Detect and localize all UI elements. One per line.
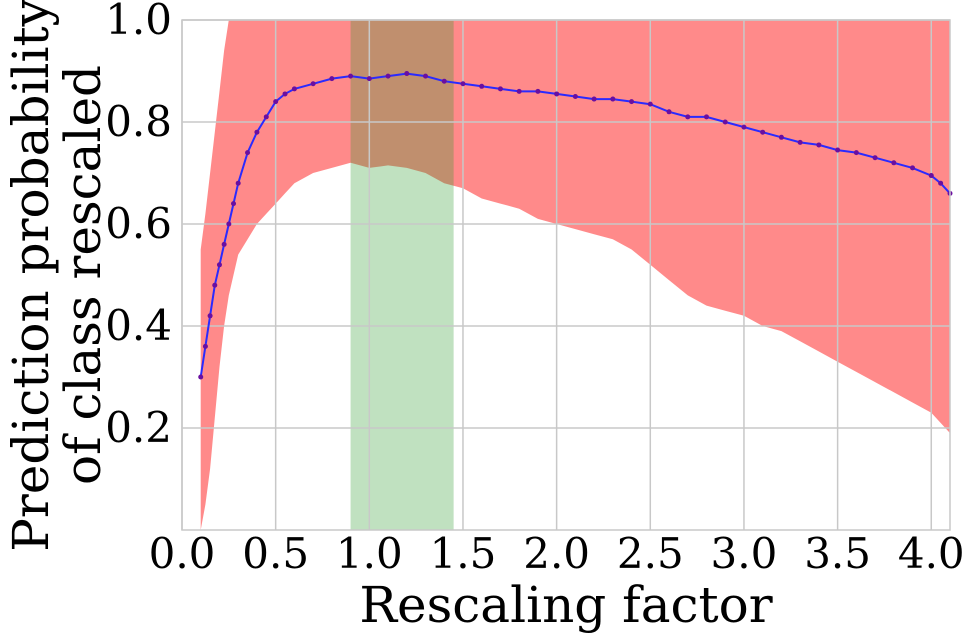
x-tick-label: 2.5 [617,529,684,578]
mean-point [273,99,279,105]
mean-point [479,83,485,89]
mean-point [928,173,934,179]
mean-point [591,96,597,102]
mean-point [348,73,354,79]
mean-point [221,241,227,247]
mean-point [938,180,944,186]
mean-point [516,88,522,94]
y-axis-title-line-1: Prediction probability [2,0,60,552]
mean-point [291,86,297,92]
mean-point [235,180,241,186]
mean-point [226,221,232,227]
plot-frame [181,19,951,531]
grid-layer [181,19,950,530]
x-axis-title: Rescaling factor [359,576,772,634]
mean-point [647,101,653,107]
mean-point [202,343,208,349]
mean-point [835,147,841,153]
mean-point [872,155,878,161]
mean-point [722,119,728,125]
mean-point [572,94,578,99]
mean-point [891,160,897,166]
mean-point [310,81,316,87]
probability-band [200,20,950,530]
mean-point [629,99,635,105]
mean-point [263,114,269,120]
y-tick-label: 0.2 [105,403,172,452]
mean-point [460,81,466,87]
x-tick-label: 1.5 [430,529,497,578]
mean-point [685,114,691,120]
mean-point [207,313,213,319]
mean-point [778,134,784,140]
mean-point [610,96,616,102]
mean-point [441,78,447,84]
mean-point [535,88,541,94]
mean-point [760,129,766,135]
mean-point [797,139,803,145]
mean-point [404,71,410,77]
x-tick-label: 2.0 [523,529,590,578]
bands-layer [200,20,950,530]
y-tick-label: 0.6 [105,199,172,248]
x-tick-label: 3.5 [804,529,871,578]
mean-point [910,165,916,171]
mean-point [366,76,372,82]
x-tick-labels: 0.0 0.5 1.0 1.5 2.0 2.5 3.0 3.5 4.0 [149,529,965,578]
y-axis-title-line-2: of class rescaled [54,65,112,485]
mean-point [741,124,747,130]
mean-point [282,91,288,97]
mean-point [554,91,560,97]
mean-point [703,114,709,120]
y-tick-label: 1.0 [105,0,172,44]
mean-point [254,129,260,135]
mean-point [385,73,391,79]
x-tick-label: 0.5 [242,529,309,578]
mean-point [497,86,503,92]
mean-point [423,73,429,79]
mean-point [198,374,204,380]
mean-point [231,201,237,207]
x-tick-label: 0.0 [149,529,216,578]
x-tick-label: 3.0 [711,529,778,578]
x-tick-label: 4.0 [898,529,965,578]
mean-point [853,150,859,156]
y-tick-label: 0.4 [105,301,172,350]
mean-point [666,109,672,115]
mean-point [245,150,251,156]
series-layer [198,71,953,380]
y-tick-labels: 0.2 0.4 0.6 0.8 1.0 [105,0,172,452]
mean-point [212,282,218,288]
training-range-span [350,20,454,530]
mean-point [329,76,335,82]
mean-point [216,262,222,268]
y-tick-label: 0.8 [105,97,172,146]
mean-point [816,142,822,148]
x-tick-label: 1.0 [336,529,403,578]
